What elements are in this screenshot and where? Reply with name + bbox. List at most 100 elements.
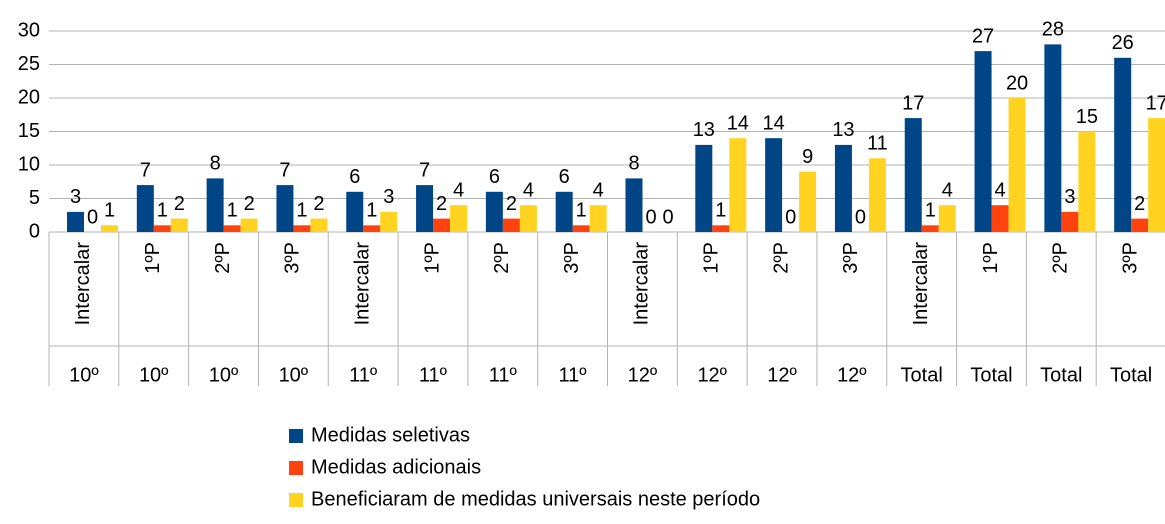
data-label: 6	[349, 166, 360, 188]
bar	[276, 185, 294, 232]
bar	[1078, 131, 1096, 232]
x-tick-label: 3ºP	[840, 242, 862, 274]
bar	[363, 225, 381, 232]
legend-label: Medidas seletivas	[311, 424, 470, 446]
data-label: 1	[366, 200, 377, 222]
bar	[1008, 98, 1026, 232]
data-label: 14	[727, 112, 749, 134]
data-label: 1	[715, 200, 726, 222]
bar	[310, 218, 328, 232]
x-group-label: 10º	[279, 364, 309, 386]
bar	[153, 225, 171, 232]
data-label: 15	[1076, 106, 1098, 128]
x-tick-label: Intercalar	[72, 242, 94, 326]
data-label: 4	[453, 179, 464, 201]
y-tick-label: 15	[18, 120, 40, 142]
x-group-label: 10º	[139, 364, 169, 386]
x-group-label: Total	[970, 364, 1012, 386]
bar	[695, 144, 713, 232]
bar	[1061, 211, 1079, 232]
x-group-label: Total	[1110, 364, 1152, 386]
legend-label: Beneficiaram de medidas universais neste…	[311, 488, 760, 510]
data-label: 0	[87, 206, 98, 228]
x-group-label: 11º	[349, 364, 378, 386]
data-label: 6	[489, 166, 500, 188]
x-tick-label: 1ºP	[701, 242, 723, 274]
y-tick-label: 25	[18, 53, 40, 75]
bar	[589, 205, 607, 232]
bar	[904, 118, 922, 232]
data-label: 13	[693, 119, 715, 141]
bar	[519, 205, 537, 232]
legend-swatch	[289, 461, 303, 475]
data-label: 7	[140, 159, 151, 181]
x-group-label: 11º	[419, 364, 448, 386]
bar	[223, 225, 241, 232]
legend-swatch	[289, 493, 303, 507]
bar	[974, 51, 992, 232]
bar	[206, 178, 224, 232]
bar	[1044, 44, 1062, 233]
data-label: 0	[855, 206, 866, 228]
x-group-label: 11º	[559, 364, 588, 386]
data-label: 6	[559, 166, 570, 188]
x-group-label: Total	[1040, 364, 1082, 386]
bar	[416, 185, 434, 232]
bar	[625, 178, 643, 232]
data-label: 8	[628, 153, 639, 175]
data-label: 3	[1064, 186, 1075, 208]
y-tick-label: 10	[18, 153, 40, 175]
bar	[1114, 57, 1132, 232]
bar	[136, 185, 154, 232]
x-tick-label: 2ºP	[491, 242, 513, 274]
bar	[67, 211, 84, 232]
x-tick-label: Intercalar	[631, 242, 653, 326]
bar	[170, 218, 188, 232]
bar	[799, 171, 817, 232]
x-tick-label: 1ºP	[980, 242, 1002, 274]
data-label: 14	[763, 112, 785, 134]
x-group-label: 12º	[767, 364, 797, 386]
bar	[380, 211, 398, 232]
data-label: 1	[925, 200, 936, 222]
data-label: 4	[995, 179, 1006, 201]
bar	[712, 225, 730, 232]
data-label: 2	[174, 193, 185, 215]
x-tick-label: 1ºP	[142, 242, 164, 274]
bar	[555, 191, 573, 232]
x-tick-label: 1ºP	[421, 242, 443, 274]
x-tick-label: 2ºP	[212, 242, 234, 274]
data-label: 20	[1006, 72, 1028, 94]
x-tick-label: Intercalar	[351, 242, 373, 326]
data-label: 7	[419, 159, 430, 181]
data-label: 1	[104, 200, 115, 222]
bar	[921, 225, 939, 232]
data-label: 17	[902, 92, 924, 114]
bar	[346, 191, 364, 232]
data-label: 1	[576, 200, 587, 222]
bar	[938, 205, 956, 232]
bar	[729, 138, 747, 232]
data-label: 2	[506, 193, 517, 215]
data-label: 4	[942, 179, 953, 201]
x-group-label: 12º	[628, 364, 658, 386]
data-label: 2	[313, 193, 324, 215]
y-tick-label: 5	[29, 187, 40, 209]
bar	[834, 144, 852, 232]
data-label: 4	[523, 179, 534, 201]
data-label: 9	[802, 146, 813, 168]
bar	[240, 218, 258, 232]
data-label: 1	[157, 200, 168, 222]
data-label: 11	[867, 133, 888, 155]
bar	[485, 191, 503, 232]
y-tick-label: 0	[29, 220, 40, 242]
x-tick-label: 3ºP	[561, 242, 583, 274]
legend-label: Medidas adicionais	[311, 456, 481, 478]
x-tick-label: Intercalar	[910, 242, 932, 326]
x-tick-label: 2ºP	[1050, 242, 1072, 274]
x-group-label: 10º	[209, 364, 239, 386]
data-label: 26	[1112, 32, 1134, 54]
x-tick-label: 3ºP	[282, 242, 304, 274]
legend-swatch	[289, 429, 303, 443]
bar	[765, 138, 783, 232]
